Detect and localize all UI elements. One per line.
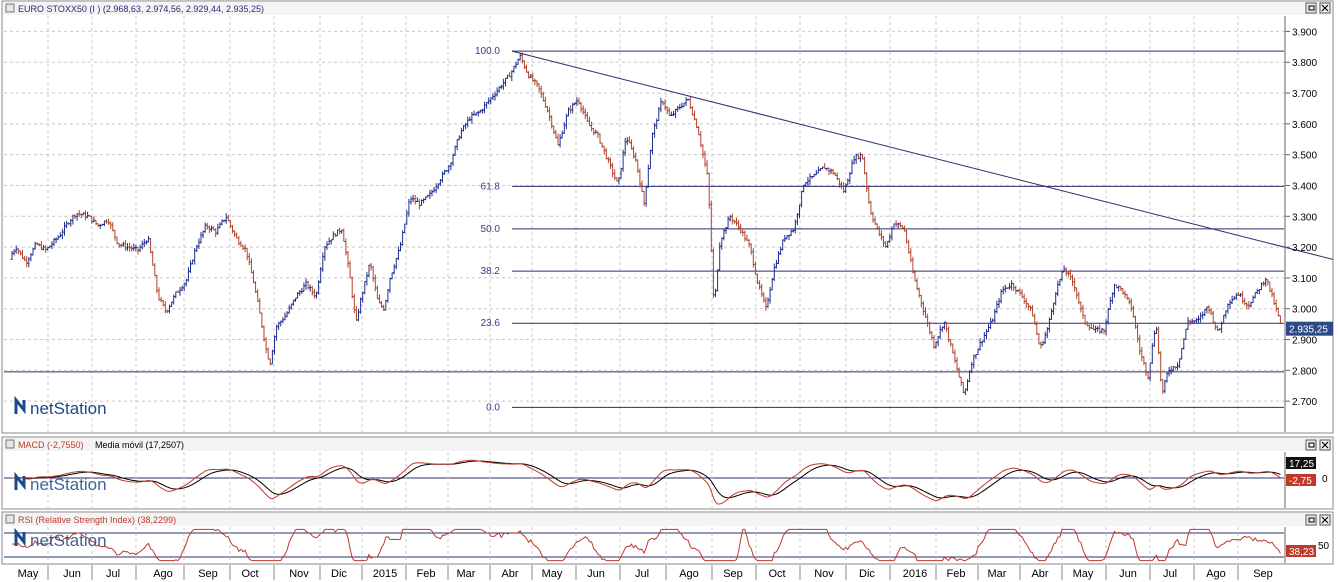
x-axis-label: Ago [153, 568, 173, 580]
last-price-badge [1286, 321, 1333, 336]
price-title: EURO STOXX50 (I ) (2.968,63, 2.974,56, 2… [18, 4, 264, 14]
x-axis-label: Jun [63, 568, 81, 580]
macd-axis-zero-label: 0 [1322, 474, 1328, 485]
price-axis-label: 3.800 [1292, 58, 1317, 69]
fib-level-label: 100.0 [475, 46, 500, 57]
price-axis-label: 3.300 [1292, 212, 1317, 223]
netstation-logo-icon [14, 395, 26, 415]
last-price-label: 2.935,25 [1289, 325, 1328, 336]
rsi-panel: RSI (Relative Strength Index) (38,2299) … [1, 511, 1334, 565]
x-axis-label: 2015 [373, 568, 397, 580]
x-axis-label: Sep [1253, 568, 1273, 580]
macd-value-badge [1286, 474, 1316, 486]
macd-signal-badge [1286, 457, 1316, 469]
restore-icon[interactable] [1305, 2, 1317, 14]
x-axis-label: Jul [1163, 568, 1177, 580]
watermark-text: netStation [30, 399, 107, 418]
x-axis-label: Sep [198, 568, 218, 580]
x-axis-label: Nov [814, 568, 834, 580]
x-axis-label: Mar [457, 568, 476, 580]
rsi-title: RSI (Relative Strength Index) (38,2299) [18, 515, 176, 525]
price-axis-label: 3.100 [1292, 274, 1317, 285]
fib-level-label: 61.8 [481, 181, 501, 192]
rsi-value-badge [1286, 545, 1316, 557]
x-axis-label: Jul [635, 568, 649, 580]
x-axis-label: Oct [241, 568, 258, 580]
macd-titlebar [3, 438, 1332, 451]
x-axis-label: Mar [988, 568, 1007, 580]
macd-menu-icon[interactable] [5, 439, 15, 449]
x-axis-label: May [1073, 568, 1094, 580]
macd-watermark: netStation [30, 475, 107, 494]
x-axis-label: Ago [1206, 568, 1226, 580]
rsi-axis-50-label: 50 [1318, 541, 1330, 552]
x-axis: May Jun Jul Ago Sep Oct Nov Dic 2015 Feb Mar Abr May… [2, 565, 1333, 581]
x-axis-label: 2016 [903, 568, 927, 580]
price-axis-label: 2.700 [1292, 397, 1317, 408]
rsi-titlebar [3, 513, 1332, 526]
price-panel-titlebar [3, 2, 1332, 15]
macd-logo-icon [14, 471, 26, 491]
macd-panel: MACD (-2,7550) Media móvil (17,2507) 17,… [1, 436, 1334, 510]
x-axis-label: Abr [501, 568, 518, 580]
macd-restore-icon[interactable] [1305, 439, 1317, 451]
fib-level-label: 50.0 [481, 224, 501, 235]
x-axis-label: Sep [723, 568, 743, 580]
x-axis-label: Feb [947, 568, 966, 580]
price-axis-label: 3.400 [1292, 181, 1317, 192]
rsi-watermark: netStation [30, 531, 107, 550]
macd-value: -2,75 [1289, 476, 1312, 487]
x-axis-bg [2, 565, 1333, 581]
rsi-value: 38,23 [1289, 547, 1314, 558]
panel-menu-icon[interactable] [5, 3, 15, 13]
x-axis-label: Feb [417, 568, 436, 580]
x-axis-label: Ago [679, 568, 699, 580]
price-axis-label: 3.200 [1292, 243, 1317, 254]
rsi-logo-icon [14, 527, 26, 547]
macd-series [11, 459, 1281, 505]
macd-title: MACD (-2,7550) [18, 440, 84, 450]
rsi-series [11, 528, 1281, 562]
rsi-restore-icon[interactable] [1305, 514, 1317, 526]
price-axis-label: 2.800 [1292, 366, 1317, 377]
x-axis-label: Dic [331, 568, 347, 580]
price-axis-label: 3.500 [1292, 151, 1317, 162]
downtrend-line[interactable] [511, 50, 1334, 260]
x-axis-label: Dic [859, 568, 875, 580]
x-axis-label: Jun [587, 568, 605, 580]
x-axis-label: Abr [1031, 568, 1048, 580]
fib-level-label: 38.2 [481, 266, 501, 277]
fib-level-label: 0.0 [486, 402, 500, 413]
macd-signal-series [12, 460, 1281, 499]
macd-signal-title: Media móvil (17,2507) [95, 440, 184, 450]
price-panel: EURO STOXX50 (I ) (2.968,63, 2.974,56, 2… [1, 0, 1334, 434]
price-axis-label: 3.000 [1292, 305, 1317, 316]
window-buttons [1305, 2, 1331, 14]
macd-signal-value: 17,25 [1289, 459, 1314, 470]
price-axis-label: 3.600 [1292, 120, 1317, 131]
x-axis-label: Nov [289, 568, 309, 580]
x-axis-label: Jun [1119, 568, 1137, 580]
x-axis-label: May [542, 568, 563, 580]
price-panel-frame [1, 0, 1334, 434]
x-axis-label: Jul [106, 568, 120, 580]
x-axis-label: May [18, 568, 39, 580]
price-axis-label: 3.700 [1292, 89, 1317, 100]
netstation-logo: netStation [14, 395, 107, 418]
rsi-menu-icon[interactable] [5, 514, 15, 524]
x-axis-label: Oct [768, 568, 785, 580]
fib-level-label: 23.6 [481, 318, 501, 329]
price-axis-label: 3.900 [1292, 27, 1317, 38]
price-axis-label: 2.900 [1292, 336, 1317, 347]
